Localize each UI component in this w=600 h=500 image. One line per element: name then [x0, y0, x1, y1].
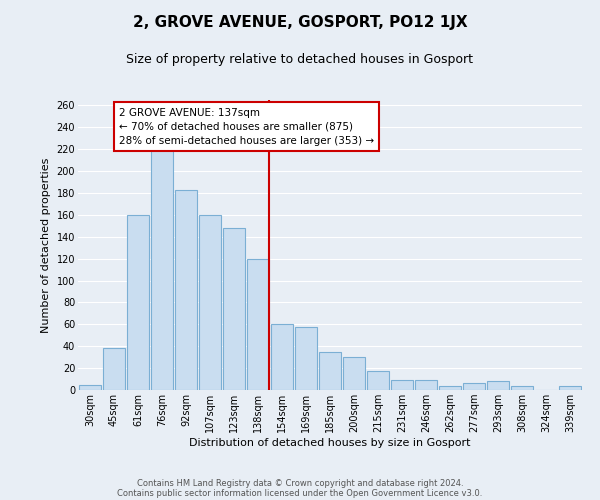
Text: Contains HM Land Registry data © Crown copyright and database right 2024.: Contains HM Land Registry data © Crown c… — [137, 478, 463, 488]
Bar — [199, 215, 221, 390]
Text: Size of property relative to detached houses in Gosport: Size of property relative to detached ho… — [127, 52, 473, 66]
Text: 2 GROVE AVENUE: 137sqm
← 70% of detached houses are smaller (875)
28% of semi-de: 2 GROVE AVENUE: 137sqm ← 70% of detached… — [119, 108, 374, 146]
Bar — [295, 326, 317, 390]
Bar — [487, 381, 509, 390]
X-axis label: Distribution of detached houses by size in Gosport: Distribution of detached houses by size … — [189, 438, 471, 448]
Y-axis label: Number of detached properties: Number of detached properties — [41, 158, 51, 332]
Bar — [79, 384, 101, 390]
Bar — [463, 384, 485, 390]
Bar — [559, 386, 581, 390]
Bar — [343, 357, 365, 390]
Bar — [439, 386, 461, 390]
Bar — [247, 258, 269, 390]
Text: Contains public sector information licensed under the Open Government Licence v3: Contains public sector information licen… — [118, 488, 482, 498]
Bar — [103, 348, 125, 390]
Bar — [175, 190, 197, 390]
Bar — [367, 372, 389, 390]
Bar — [223, 228, 245, 390]
Text: 2, GROVE AVENUE, GOSPORT, PO12 1JX: 2, GROVE AVENUE, GOSPORT, PO12 1JX — [133, 15, 467, 30]
Bar — [391, 380, 413, 390]
Bar — [319, 352, 341, 390]
Bar — [271, 324, 293, 390]
Bar — [415, 380, 437, 390]
Bar — [151, 149, 173, 390]
Bar — [511, 386, 533, 390]
Bar — [127, 215, 149, 390]
